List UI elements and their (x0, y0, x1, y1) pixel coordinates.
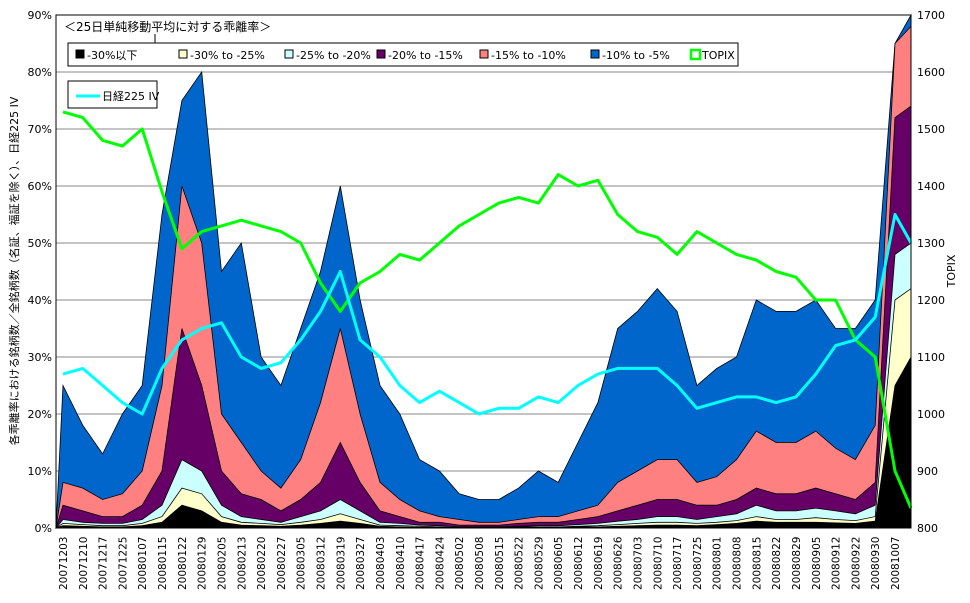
line-topix (62, 110, 913, 509)
y2-tick-label: 900 (917, 465, 938, 478)
area-4 (55, 25, 912, 529)
x-tick-label: 20071210 (78, 537, 90, 590)
legend-label: -30% to -25% (190, 49, 265, 62)
x-tick-label: 20080417 (415, 537, 427, 590)
legend-swatch (376, 49, 386, 59)
y-axis-left: 0% 10% 20% 30% 40% 50% 60% 70% 80% 90% (28, 9, 52, 535)
x-tick-label: 20071225 (117, 537, 129, 590)
x-tick-label: 20080922 (850, 537, 862, 590)
y-tick-label: 50% (28, 237, 52, 250)
y2-tick-label: 1700 (917, 9, 945, 22)
x-tick-label: 20080312 (316, 537, 328, 590)
legend-iv-label: 日経225 IV (102, 90, 160, 103)
x-tick-label: 20080502 (454, 537, 466, 590)
x-tick-label: 20080626 (613, 536, 625, 590)
y-tick-label: 20% (28, 408, 52, 421)
legend-swatch (590, 49, 600, 59)
y-tick-label: 0% (35, 522, 52, 535)
x-tick-label: 20080227 (276, 537, 288, 590)
y-tick-label: 40% (28, 294, 52, 307)
x-tick-label: 20080220 (256, 537, 268, 590)
y2-tick-label: 1100 (917, 351, 945, 364)
x-tick-label: 20080410 (395, 537, 407, 590)
legend-label: TOPIX (701, 49, 735, 62)
legend-swatch (178, 49, 188, 59)
stacked-areas (54, 13, 912, 529)
x-tick-label: 20080515 (494, 537, 506, 590)
line-iv (62, 213, 913, 416)
y2-tick-label: 1500 (917, 123, 945, 136)
y2-tick-label: 1400 (917, 180, 945, 193)
x-tick-label: 20081007 (890, 537, 902, 590)
x-tick-label: 20080612 (573, 537, 585, 590)
x-tick-label: 20080815 (751, 537, 763, 590)
x-tick-label: 20080522 (514, 537, 526, 590)
legend-swatch (284, 49, 294, 59)
area-3 (55, 105, 912, 529)
y-axis-label: 各乖離率における銘柄数／全銘柄数（名証、福証を除く）、日経225 IV (7, 96, 21, 445)
y-tick-label: 60% (28, 180, 52, 193)
legend-swatch (479, 49, 489, 59)
legend-label: -25% to -20% (296, 49, 371, 62)
x-tick-label: 20080205 (216, 537, 228, 590)
x-tick-label: 20080529 (533, 537, 545, 590)
x-tick-label: 20080107 (137, 537, 149, 590)
x-tick-label: 20080305 (296, 537, 308, 590)
x-tick-label: 20080115 (157, 537, 169, 590)
x-tick-label: 20071217 (98, 537, 110, 590)
area-0 (55, 355, 912, 529)
x-tick-label: 20080605 (553, 537, 565, 590)
y-axis-right: 800 900 1000 1100 1200 1300 1400 1500 1600 1700 (917, 9, 945, 535)
y2-axis-label: TOPIX (945, 254, 958, 288)
x-tick-label: 20080703 (632, 537, 644, 590)
x-tick-label: 20080319 (335, 537, 347, 590)
legend-swatch (75, 49, 85, 59)
legend-label: -15% to -10% (491, 49, 566, 62)
x-tick-label: 20080905 (811, 537, 823, 590)
area-2 (55, 242, 912, 529)
x-tick-label: 20080619 (593, 537, 605, 590)
x-tick-label: 20080122 (177, 537, 189, 590)
legend-label: -30%以下 (87, 49, 137, 62)
y-tick-label: 90% (28, 9, 52, 22)
y-tick-label: 30% (28, 351, 52, 364)
x-tick-label: 20080710 (652, 537, 664, 590)
x-tick-label: 20080424 (434, 536, 446, 590)
chart-title: ＜25日単純移動平均に対する乖離率＞ (64, 19, 271, 34)
x-tick-label: 20080725 (692, 537, 704, 590)
x-tick-label: 20080822 (771, 537, 783, 590)
x-tick-label: 20080403 (375, 537, 387, 590)
y2-tick-label: 1200 (917, 294, 945, 307)
legend: -30%以下 -30% to -25% -25% to -20% -20% to -1… (67, 42, 739, 67)
y-tick-label: 70% (28, 123, 52, 136)
x-tick-label: 20080930 (870, 537, 882, 590)
x-tick-label: 20080129 (197, 537, 209, 590)
y2-tick-label: 1000 (917, 408, 945, 421)
y-tick-label: 80% (28, 66, 52, 79)
x-tick-label: 20080508 (474, 537, 486, 590)
y2-tick-label: 1300 (917, 237, 945, 250)
line-series (62, 110, 913, 509)
legend-label: -20% to -15% (388, 49, 463, 62)
legend-iv: 日経225 IV (67, 80, 160, 109)
x-tick-label: 20080912 (831, 537, 843, 590)
x-tick-label: 20080717 (672, 537, 684, 590)
area-5 (55, 13, 912, 529)
x-tick-label: 20080829 (791, 537, 803, 590)
legend-swatch-topix (689, 48, 702, 61)
plot-frame (55, 14, 912, 529)
y2-tick-label: 1600 (917, 66, 945, 79)
x-tick-label: 20080801 (712, 537, 724, 590)
legend-label: -10% to -5% (602, 49, 670, 62)
y2-tick-label: 800 (917, 522, 938, 535)
x-tick-label: 20080327 (355, 537, 367, 590)
x-axis: 20071203 20071210 20071217 20071225 20080107… (58, 536, 902, 590)
y-tick-label: 10% (28, 465, 52, 478)
x-tick-label: 20071203 (58, 537, 70, 590)
x-tick-label: 20080213 (236, 537, 248, 590)
x-tick-label: 20080808 (732, 537, 744, 590)
